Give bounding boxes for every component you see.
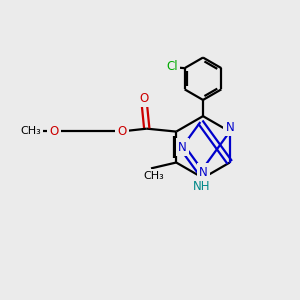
- Text: O: O: [117, 124, 126, 137]
- Text: O: O: [50, 124, 59, 137]
- Text: NH: NH: [193, 180, 210, 193]
- Text: N: N: [178, 141, 187, 154]
- Text: O: O: [140, 92, 149, 105]
- Text: CH₃: CH₃: [144, 171, 164, 181]
- Text: N: N: [199, 166, 208, 178]
- Text: Cl: Cl: [167, 60, 178, 73]
- Text: CH₃: CH₃: [20, 126, 41, 136]
- Text: N: N: [225, 121, 234, 134]
